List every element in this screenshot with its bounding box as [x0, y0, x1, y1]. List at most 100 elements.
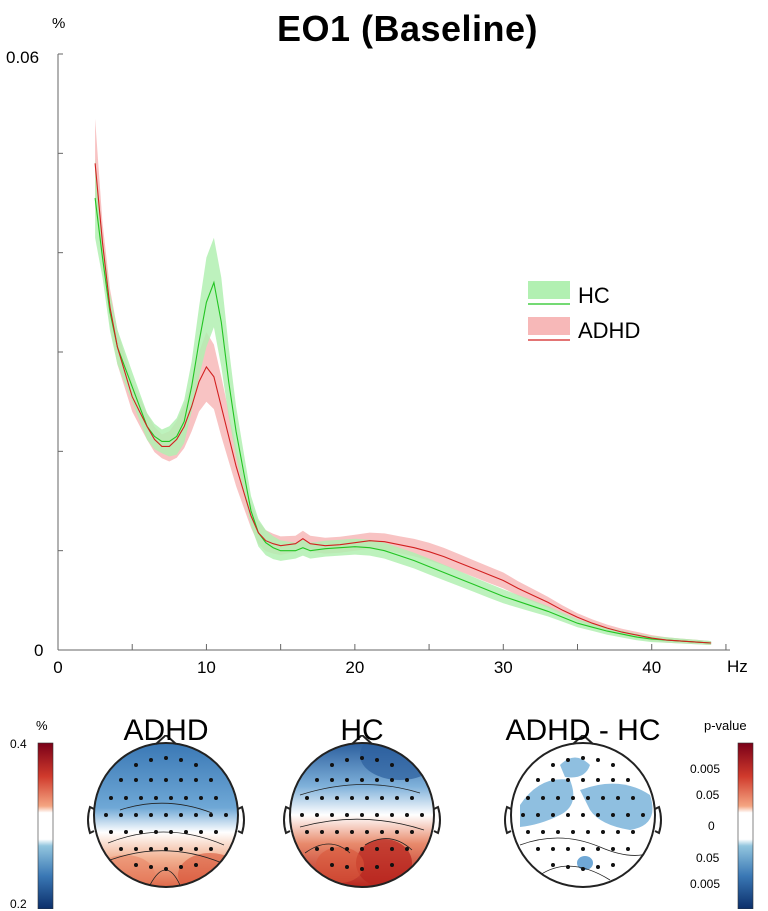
electrode-dot	[164, 778, 168, 782]
legend-band-adhd	[528, 317, 570, 335]
electrode-dot	[209, 813, 213, 817]
electrode-dot	[124, 796, 128, 800]
electrode-dot	[360, 867, 364, 871]
electrode-dot	[541, 796, 545, 800]
legend: HC ADHD	[528, 281, 640, 343]
electrode-dot	[581, 778, 585, 782]
y-tick-label-top: 0.06	[6, 48, 39, 67]
electrode-dot	[626, 847, 630, 851]
electrode-dot	[390, 863, 394, 867]
electrode-dot	[526, 830, 530, 834]
topomaps-section	[37, 735, 754, 909]
electrode-dot	[134, 813, 138, 817]
electrode-dot	[360, 813, 364, 817]
electrode-dot	[209, 847, 213, 851]
electrode-dot	[199, 830, 203, 834]
legend-band-hc	[528, 281, 570, 299]
electrode-dot	[184, 796, 188, 800]
electrode-dot	[571, 830, 575, 834]
electrode-dot	[551, 863, 555, 867]
electrode-dot	[395, 796, 399, 800]
legend-label-adhd: ADHD	[578, 318, 640, 343]
y-tick-label-zero: 0	[34, 641, 43, 660]
series-line-adhd	[94, 163, 712, 644]
electrode-dot	[581, 813, 585, 817]
electrode-dot	[360, 778, 364, 782]
band-adhd	[95, 118, 712, 646]
electrode-dot	[626, 813, 630, 817]
left-colorbar-unit: %	[36, 718, 48, 733]
electrode-dot	[109, 830, 113, 834]
electrode-dot	[581, 867, 585, 871]
electrode-dot	[330, 763, 334, 767]
electrode-dot	[320, 796, 324, 800]
electrode-dot	[566, 758, 570, 762]
electrode-dot	[224, 813, 228, 817]
electrode-dot	[199, 796, 203, 800]
topomap-title-difference: ADHD - HC	[505, 714, 661, 747]
electrode-dot	[330, 863, 334, 867]
electrode-dot	[375, 778, 379, 782]
electrode-dot	[214, 796, 218, 800]
electrode-dot	[586, 830, 590, 834]
electrode-dot	[305, 830, 309, 834]
electrode-dot	[390, 778, 394, 782]
electrode-dot	[541, 830, 545, 834]
electrode-dot	[124, 830, 128, 834]
electrode-dot	[526, 796, 530, 800]
electrode-dot	[194, 813, 198, 817]
electrode-dot	[330, 813, 334, 817]
left-colorbar-top-label: 0.4	[10, 737, 27, 751]
electrode-dot	[581, 847, 585, 851]
electrode-dot	[365, 830, 369, 834]
electrode-dot	[611, 778, 615, 782]
x-tick-label: 0	[53, 658, 62, 677]
right-colorbar-unit: p-value	[704, 718, 747, 733]
x-tick-label: 10	[197, 658, 216, 677]
electrode-dot	[164, 813, 168, 817]
electrode-dot	[601, 830, 605, 834]
electrode-dot	[335, 830, 339, 834]
electrode-dot	[556, 830, 560, 834]
electrode-dot	[164, 867, 168, 871]
right-colorbar-label: 0	[708, 819, 715, 833]
electrode-dot	[345, 758, 349, 762]
electrode-dot	[134, 778, 138, 782]
electrode-dot	[536, 813, 540, 817]
electrode-dot	[581, 756, 585, 760]
electrode-dot	[405, 778, 409, 782]
electrode-dot	[360, 756, 364, 760]
electrode-dot	[345, 865, 349, 869]
electrode-dot	[139, 796, 143, 800]
electrode-dot	[119, 813, 123, 817]
electrode-dot	[345, 778, 349, 782]
electrode-dot	[179, 758, 183, 762]
electrodes	[104, 756, 645, 871]
right-colorbar-label: 0.005	[690, 877, 721, 891]
x-tick-label: 30	[494, 658, 513, 677]
electrode-dot	[641, 813, 645, 817]
electrode-dot	[571, 796, 575, 800]
electrode-dot	[375, 865, 379, 869]
electrode-dot	[305, 796, 309, 800]
electrode-dot	[596, 778, 600, 782]
electrode-dot	[390, 763, 394, 767]
topomap-title-adhd: ADHD	[123, 714, 209, 747]
electrode-dot	[410, 830, 414, 834]
electrode-dot	[521, 813, 525, 817]
electrode-dot	[330, 778, 334, 782]
electrode-dot	[330, 847, 334, 851]
electrode-dot	[139, 830, 143, 834]
electrode-dot	[179, 865, 183, 869]
right-colorbar	[737, 742, 754, 909]
x-ticks: 0 10 20 30 40	[53, 644, 727, 677]
electrode-dot	[626, 778, 630, 782]
electrode-dot	[556, 796, 560, 800]
electrode-dot	[631, 830, 635, 834]
y-ticks	[58, 53, 63, 651]
electrode-dot	[611, 863, 615, 867]
electrode-dot	[164, 847, 168, 851]
electrode-dot	[134, 763, 138, 767]
chart-title: EO1 (Baseline)	[276, 8, 539, 49]
x-tick-label: 20	[345, 658, 364, 677]
